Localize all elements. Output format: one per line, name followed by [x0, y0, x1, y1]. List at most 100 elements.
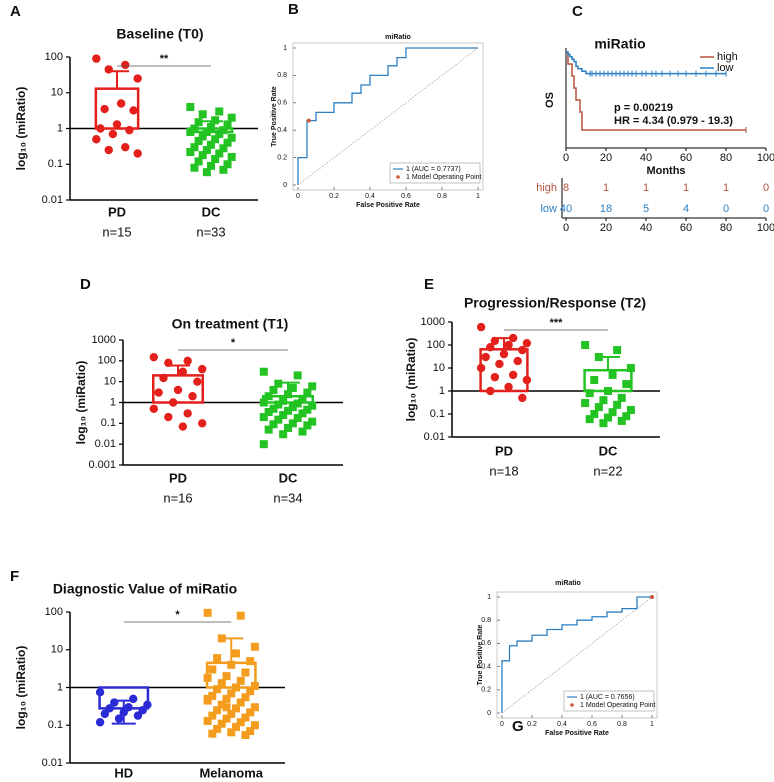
y-tick-label: 0.4	[481, 663, 491, 670]
y-tick-label: 1	[439, 385, 445, 397]
chart-title: On treatment (T1)	[172, 316, 289, 332]
data-point	[108, 129, 118, 139]
x-tick-label: 100	[757, 222, 774, 234]
legend-label: 1 Model Operating Point	[406, 174, 482, 181]
data-point	[622, 380, 631, 389]
data-point	[303, 405, 312, 414]
data-point	[308, 417, 317, 426]
data-point	[125, 125, 134, 135]
category-label: DC	[279, 470, 298, 485]
x-tick-label: 0	[500, 721, 504, 728]
data-point	[236, 676, 245, 685]
plot-frame	[292, 42, 484, 191]
roc-curve	[501, 596, 652, 713]
data-point	[585, 415, 594, 424]
data-point	[604, 387, 612, 395]
data-point	[308, 401, 317, 410]
x-tick-label: 20	[600, 152, 612, 164]
x-tick-label: 0.4	[557, 721, 567, 728]
data-point	[250, 703, 259, 712]
x-tick-label: 0	[296, 193, 300, 200]
category-label: DC	[202, 204, 221, 219]
data-point	[208, 711, 217, 720]
data-point	[208, 691, 217, 700]
data-point	[594, 403, 603, 412]
data-point	[298, 394, 307, 403]
data-point	[222, 703, 231, 712]
data-point	[522, 375, 532, 385]
significance: **	[160, 53, 169, 65]
category-label: DC	[599, 443, 618, 458]
y-tick-label: 1	[57, 122, 63, 134]
risk-row-label: high	[536, 182, 557, 194]
data-point	[227, 133, 236, 142]
data-point	[504, 340, 513, 350]
x-tick-label: 0.2	[329, 193, 339, 200]
y-tick-label: 100	[427, 339, 445, 351]
data-point	[194, 136, 203, 145]
data-point	[241, 731, 250, 740]
data-point	[219, 165, 228, 174]
x-tick-label: 80	[720, 152, 732, 164]
data-point	[92, 54, 101, 63]
panel-letter: F	[10, 568, 19, 585]
y-axis-label: log₁₀ (miRatio)	[404, 338, 418, 422]
category-label: PD	[495, 443, 513, 458]
y-tick-label: 0.01	[42, 194, 63, 206]
data-point	[121, 60, 130, 70]
data-point	[203, 716, 212, 725]
x-axis-label: Months	[646, 165, 685, 177]
y-tick-label: 10	[104, 376, 116, 388]
data-point	[223, 120, 232, 129]
data-point	[293, 414, 302, 423]
y-tick-label: 0.001	[88, 459, 116, 471]
data-point	[585, 389, 594, 398]
data-point	[211, 155, 220, 164]
data-point	[104, 65, 113, 74]
data-point	[217, 719, 226, 728]
x-tick-label: 80	[720, 222, 732, 234]
data-point	[168, 398, 178, 407]
x-axis-label: False Positive Rate	[356, 202, 420, 209]
legend-label: high	[717, 51, 738, 63]
data-point	[208, 729, 217, 738]
chart-title: miRatio	[594, 36, 645, 52]
data-point	[476, 322, 486, 332]
data-point	[193, 377, 202, 386]
data-point	[590, 410, 599, 418]
data-point	[198, 151, 207, 160]
data-point	[269, 404, 278, 413]
data-point	[246, 708, 255, 717]
data-point	[481, 352, 490, 362]
data-point	[183, 409, 192, 418]
data-point	[622, 412, 631, 421]
data-point	[590, 376, 599, 385]
legend-label: 1 Model Operating Point	[580, 702, 656, 709]
risk-count: 18	[600, 203, 612, 215]
chart-title: Progression/Response (T2)	[464, 295, 646, 311]
data-point	[599, 419, 608, 428]
data-point	[203, 608, 212, 617]
y-tick-label: 10	[433, 362, 445, 374]
y-tick-label: 0.2	[277, 154, 287, 161]
n-label: n=16	[163, 490, 192, 505]
x-tick-label: 0.6	[401, 193, 411, 200]
panel-letter: G	[512, 718, 524, 735]
data-point	[215, 130, 224, 139]
data-point	[259, 398, 268, 407]
data-point	[250, 642, 259, 651]
risk-count: 0	[763, 182, 769, 194]
y-tick-label: 0.01	[424, 431, 445, 443]
risk-count: 0	[763, 203, 769, 215]
y-tick-label: 0.1	[430, 408, 445, 420]
data-point	[508, 370, 518, 380]
data-point	[259, 440, 268, 449]
data-point	[186, 148, 195, 157]
n-label: n=33	[196, 224, 225, 239]
legend-label: 1 (AUC = 0.7737)	[406, 166, 461, 173]
plot-frame	[496, 591, 658, 719]
data-point	[202, 127, 211, 136]
data-point	[213, 724, 222, 733]
significance: *	[231, 337, 236, 349]
data-point	[211, 135, 220, 144]
